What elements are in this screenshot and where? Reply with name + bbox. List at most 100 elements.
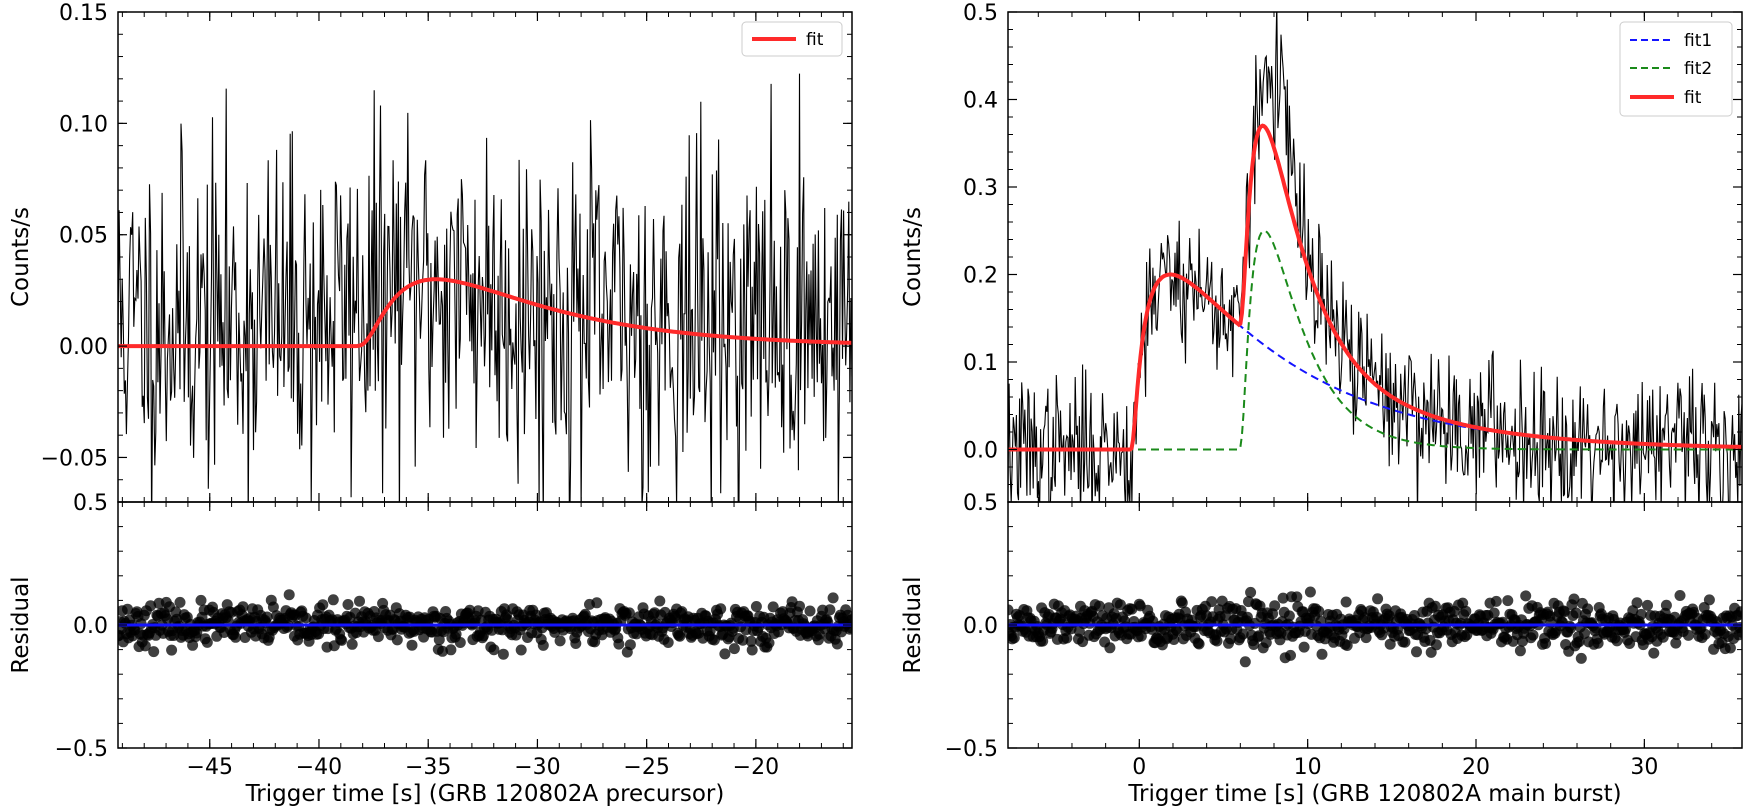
main-burst-residual-point — [1399, 636, 1411, 648]
precursor-residual-point — [488, 644, 500, 656]
main-burst-residual-point — [1724, 642, 1736, 654]
precursor-residual-point — [354, 595, 365, 607]
precursor-xlabel: Trigger time [s] (GRB 120802A precursor) — [245, 781, 725, 807]
main-burst-lightcurve-panel: 0.0 0.1 0.2 0.3 0.4 0.5 Counts/s fit1 fit2 fi… — [900, 1, 1743, 503]
main-burst-residual-point — [1277, 592, 1289, 604]
precursor-residual-point — [122, 603, 133, 615]
legend-fit1-label: fit1 — [1684, 31, 1712, 51]
precursor-residual-point — [327, 594, 339, 606]
precursor-residual-point — [187, 639, 199, 651]
x-tick-label: 30 — [1630, 755, 1658, 780]
precursor-residual-point — [715, 603, 727, 615]
precursor-residual-point — [804, 605, 816, 617]
main-burst-residual-point — [1648, 647, 1660, 659]
main-burst-residual-point — [1568, 593, 1580, 605]
main-burst-residual-point — [1304, 586, 1316, 598]
y-tick-label: −0.5 — [945, 737, 998, 762]
precursor-ylabel: Counts/s — [8, 207, 34, 307]
main-burst-residual-point — [1104, 642, 1116, 654]
precursor-residual-point — [166, 644, 178, 656]
main-burst-residual-point — [1429, 600, 1441, 612]
main-burst-residual-point — [1411, 646, 1422, 658]
main-burst-residual-point — [1703, 594, 1715, 606]
precursor-residual-point — [624, 639, 636, 651]
main-burst-residual-point — [1736, 626, 1742, 638]
precursor-residual-point — [846, 614, 852, 625]
main-burst-residual-point — [1298, 641, 1310, 653]
main-burst-residual-point — [1372, 593, 1384, 605]
main-burst-residual-point — [1093, 600, 1105, 612]
x-tick-label: 0 — [1132, 755, 1146, 780]
main-burst-residual-area — [1008, 586, 1742, 668]
precursor-residual-point — [746, 644, 758, 656]
main-burst-residual-point — [1408, 610, 1420, 621]
precursor-residual-point — [674, 630, 686, 642]
x-tick-label: 10 — [1294, 755, 1322, 780]
precursor-residual-frame — [117, 501, 853, 749]
precursor-residual-point — [794, 600, 805, 612]
precursor-residual-point — [613, 638, 625, 650]
precursor-residual-point — [537, 639, 549, 651]
main-burst-residual-point — [1211, 635, 1223, 647]
precursor-residual-point — [737, 634, 749, 646]
precursor-residual-area — [118, 589, 852, 660]
precursor-legend: fit — [741, 21, 843, 57]
precursor-residual-point — [450, 628, 462, 640]
y-tick-label: 0.05 — [59, 224, 108, 249]
main-burst-residual-point — [1573, 636, 1585, 648]
precursor-residual-point — [763, 637, 775, 649]
y-tick-label: −0.5 — [55, 737, 108, 762]
precursor-residual-ylabel: Residual — [8, 576, 34, 673]
main-burst-residual-point — [1008, 632, 1020, 644]
main-burst-residual-point — [1570, 607, 1582, 619]
precursor-lightcurve-panel: −0.05 0.00 0.05 0.10 0.15 Counts/s fit — [8, 1, 853, 503]
main-burst-residual-point — [1660, 599, 1672, 611]
main-burst-residual-point — [1674, 590, 1686, 601]
precursor-residual-point — [342, 599, 354, 610]
precursor-residual-point — [174, 596, 186, 608]
main-burst-residual-point — [1245, 586, 1257, 598]
main-burst-residual-point — [1037, 635, 1049, 647]
y-tick-label: 0.5 — [963, 491, 998, 516]
precursor-residual-point — [824, 604, 836, 616]
main-burst-residual-point — [1269, 600, 1281, 612]
main-burst-residual-point — [1239, 656, 1251, 668]
y-tick-label: 0.1 — [963, 351, 998, 376]
main-burst-residual-frame — [1007, 501, 1743, 749]
precursor-residual-point — [554, 635, 566, 647]
main-burst-residual-point — [1514, 645, 1526, 657]
main-burst-residual-point — [1283, 610, 1295, 622]
precursor-residual-point — [437, 645, 448, 657]
main-burst-residual-point — [1225, 633, 1237, 645]
legend-fit2-label: fit2 — [1684, 59, 1712, 79]
precursor-axes-frame — [117, 11, 853, 503]
main-burst-residual-point — [1341, 640, 1353, 651]
precursor-residual-point — [148, 646, 160, 658]
main-burst-xlabel: Trigger time [s] (GRB 120802A main burst… — [1127, 781, 1621, 807]
main-burst-plot-area — [1008, 12, 1742, 502]
precursor-residual-point — [623, 607, 635, 619]
main-burst-residual-point — [1520, 590, 1532, 602]
precursor-fit-line — [118, 277, 852, 349]
y-tick-label: 0.5 — [73, 491, 108, 516]
main-burst-residual-point — [1502, 595, 1514, 607]
precursor-residual-point — [317, 599, 329, 611]
precursor-residual-point — [406, 639, 418, 651]
precursor-residual-point — [827, 592, 839, 604]
main-burst-residual-point — [1430, 639, 1442, 651]
main-burst-residual-point — [1592, 637, 1604, 649]
main-burst-residual-point — [1340, 596, 1352, 608]
precursor-residual-point — [300, 612, 312, 624]
x-tick-label: 20 — [1462, 755, 1490, 780]
main-burst-residual-point — [1061, 632, 1073, 644]
x-tick-label: −30 — [514, 755, 560, 780]
main-burst-residual-point — [1635, 608, 1647, 620]
main-burst-residual-point — [1490, 595, 1502, 607]
y-tick-label: −0.05 — [41, 446, 108, 471]
main-burst-residual-point — [1682, 629, 1694, 641]
y-tick-label: 0.3 — [963, 176, 998, 201]
y-tick-label: 0.5 — [963, 1, 998, 26]
precursor-residual-point — [454, 637, 466, 648]
precursor-residual-point — [261, 611, 273, 623]
